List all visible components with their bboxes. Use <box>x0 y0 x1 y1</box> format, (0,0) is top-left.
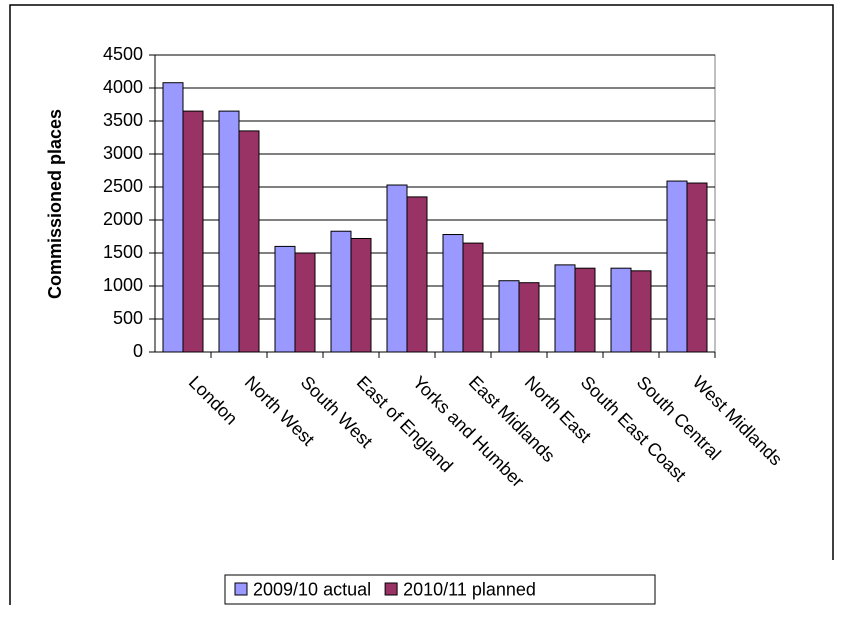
bar <box>238 130 260 353</box>
y-tick-label: 4500 <box>103 44 143 64</box>
y-tick-label: 1000 <box>103 275 143 295</box>
y-tick-label: 3500 <box>103 110 143 130</box>
bar <box>610 267 632 353</box>
y-tick-label: 500 <box>113 308 143 328</box>
bar <box>294 252 316 353</box>
y-axis-label: Commissioned places <box>45 109 65 299</box>
legend-swatch <box>234 582 248 596</box>
bar <box>350 237 372 353</box>
y-tick-label: 4000 <box>103 77 143 97</box>
y-tick-label: 2500 <box>103 176 143 196</box>
bar <box>498 280 520 353</box>
frame <box>9 4 834 605</box>
bar <box>330 230 352 353</box>
bar <box>554 264 576 353</box>
x-tick-label: South East Coast <box>577 372 690 485</box>
bar <box>386 184 408 353</box>
bar <box>442 234 464 353</box>
bar <box>218 110 240 353</box>
bar <box>462 242 484 353</box>
y-tick-label: 2000 <box>103 209 143 229</box>
bar <box>666 180 688 353</box>
bar <box>162 82 184 353</box>
x-tick-label: London <box>185 372 242 429</box>
y-tick-label: 1500 <box>103 242 143 262</box>
bar <box>274 245 296 353</box>
legend-swatch <box>384 582 398 596</box>
bar <box>182 110 204 353</box>
legend-label: 2009/10 actual <box>253 579 371 599</box>
bar <box>574 267 596 353</box>
bar <box>686 182 708 353</box>
bar <box>630 270 652 353</box>
bar <box>518 282 540 353</box>
legend-label: 2010/11 planned <box>403 579 536 599</box>
legend-box <box>224 574 656 605</box>
bar <box>406 196 428 353</box>
y-tick-label: 3000 <box>103 143 143 163</box>
x-tick-label: East of England <box>353 372 457 476</box>
y-tick-label: 0 <box>133 341 143 361</box>
